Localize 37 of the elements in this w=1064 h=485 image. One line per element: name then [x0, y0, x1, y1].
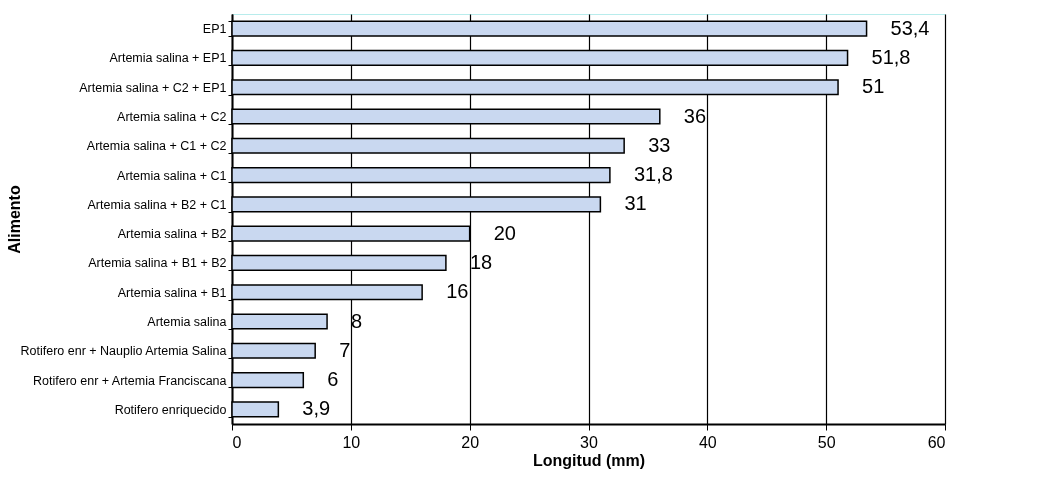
- data-label: 7: [339, 338, 351, 361]
- data-label: 8: [351, 309, 363, 332]
- data-label: 31,8: [633, 163, 673, 186]
- x-tick-label: 50: [817, 433, 836, 451]
- data-label: 6: [327, 368, 339, 391]
- y-tick-label: Artemia salina + C2: [117, 110, 227, 124]
- x-tick-label: 30: [580, 433, 598, 451]
- x-tick-label: 20: [461, 433, 480, 451]
- y-tick-label: Artemia salina + B2 + C1: [87, 197, 227, 212]
- y-tick-label: Rotifero enr + Artemia Franciscana: [33, 373, 227, 388]
- y-tick-label: Artemia salina + C2 + EP1: [79, 80, 227, 95]
- data-label: 31: [624, 192, 647, 215]
- y-tick-label: Rotifero enr + Nauplio Artemia Salina: [20, 344, 227, 359]
- data-label: 53,4: [890, 16, 930, 39]
- y-tick-label: Artemia salina + B1 + B2: [88, 256, 227, 271]
- data-label: 3,9: [302, 397, 331, 420]
- y-axis-title: Alimento: [5, 185, 23, 254]
- data-label: 16: [446, 280, 469, 303]
- x-tick-label: 10: [342, 433, 361, 451]
- y-tick-label: Artemia salina + EP1: [109, 51, 227, 66]
- y-tick-label: Artemia salina + B1: [117, 285, 227, 300]
- y-tick-label: Artemia salina + B2: [117, 227, 227, 242]
- data-label: 33: [648, 133, 671, 156]
- x-tick-label: 40: [698, 433, 717, 451]
- y-tick-label: Artemia salina: [147, 315, 227, 329]
- y-tick-label: Rotifero enriquecido: [114, 402, 227, 417]
- x-tick-label: 60: [927, 433, 946, 451]
- y-tick-label: Artemia salina + C1: [117, 168, 227, 183]
- data-label: 51: [862, 75, 885, 98]
- y-tick-label: EP1: [202, 22, 227, 37]
- y-tick-label: Artemia salina + C1 + C2: [86, 139, 227, 154]
- x-axis-title: Longitud (mm): [533, 451, 645, 469]
- data-label: 36: [683, 104, 707, 127]
- data-label: 20: [493, 221, 516, 244]
- data-label: 18: [469, 250, 493, 273]
- x-tick-label: 0: [232, 433, 242, 451]
- data-label: 51,8: [871, 45, 911, 68]
